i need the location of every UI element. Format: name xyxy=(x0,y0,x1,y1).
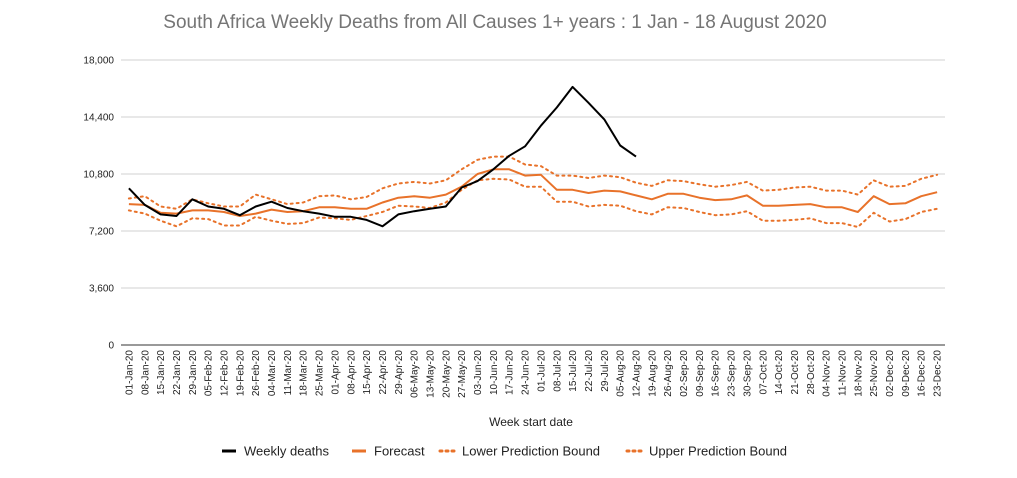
x-tick-label: 04-Mar-20 xyxy=(267,350,278,397)
x-tick-label: 14-Oct-20 xyxy=(774,350,785,395)
x-tick-label: 23-Dec-20 xyxy=(933,350,944,397)
y-tick-label: 18,000 xyxy=(83,56,114,67)
x-tick-label: 20-May-20 xyxy=(441,350,452,398)
x-tick-label: 17-Jun-20 xyxy=(505,350,516,395)
x-tick-label: 05-Feb-20 xyxy=(204,350,215,397)
legend-label-weekly-deaths: Weekly deaths xyxy=(244,444,330,459)
series-line-weekly-deaths xyxy=(128,85,637,228)
x-tick-label: 22-Jul-20 xyxy=(584,350,595,392)
x-tick-label: 02-Dec-20 xyxy=(885,350,896,397)
x-tick-label: 29-Apr-20 xyxy=(394,350,405,395)
x-tick-label: 27-May-20 xyxy=(457,350,468,398)
x-tick-label: 22-Apr-20 xyxy=(378,350,389,395)
legend: Weekly deaths Forecast Lower Prediction Bo… xyxy=(222,444,787,459)
x-tick-label: 23-Sep-20 xyxy=(727,350,738,397)
x-tick-label: 08-Jan-20 xyxy=(140,350,151,395)
x-tick-label: 02-Sep-20 xyxy=(679,350,690,397)
x-tick-label: 10-Jun-20 xyxy=(489,350,500,395)
x-tick-label: 19-Feb-20 xyxy=(235,350,246,397)
series-line-upper-prediction-bound xyxy=(127,155,939,210)
y-tick-label: 7,200 xyxy=(89,227,114,238)
gridlines xyxy=(121,59,945,346)
x-tick-label: 30-Sep-20 xyxy=(742,350,753,397)
x-tick-label: 19-Aug-20 xyxy=(647,350,658,397)
series-line-lower-prediction-bound xyxy=(127,177,939,228)
x-tick-label: 01-Jul-20 xyxy=(536,350,547,392)
x-tick-label: 07-Oct-20 xyxy=(758,350,769,395)
x-tick-label: 15-Jul-20 xyxy=(568,350,579,392)
y-tick-label: 3,600 xyxy=(89,284,114,295)
x-tick-label: 16-Sep-20 xyxy=(711,350,722,397)
x-tick-label: 15-Jan-20 xyxy=(156,350,167,395)
x-tick-label: 12-Aug-20 xyxy=(632,350,643,397)
x-tick-label: 26-Aug-20 xyxy=(663,350,674,397)
x-tick-label: 24-Jun-20 xyxy=(521,350,532,395)
x-tick-label: 06-May-20 xyxy=(410,350,421,398)
x-tick-label: 28-Oct-20 xyxy=(806,350,817,395)
x-tick-label: 08-Apr-20 xyxy=(346,350,357,395)
x-tick-label: 03-Jun-20 xyxy=(473,350,484,395)
chart-title: South Africa Weekly Deaths from All Caus… xyxy=(163,12,826,33)
y-tick-label: 10,800 xyxy=(83,170,114,181)
x-tick-label: 22-Jan-20 xyxy=(172,350,183,395)
x-tick-label: 29-Jul-20 xyxy=(600,350,611,392)
series-lines xyxy=(127,85,939,228)
x-tick-label: 13-May-20 xyxy=(426,350,437,398)
x-tick-label: 08-Jul-20 xyxy=(552,350,563,392)
x-tick-label: 01-Apr-20 xyxy=(330,350,341,395)
x-tick-label: 11-Mar-20 xyxy=(283,350,294,396)
x-tick-label: 25-Mar-20 xyxy=(315,350,326,397)
x-tick-label: 29-Jan-20 xyxy=(188,350,199,395)
x-tick-label: 09-Sep-20 xyxy=(695,350,706,397)
y-tick-label: 0 xyxy=(108,341,114,352)
x-tick-label: 11-Nov-20 xyxy=(838,350,849,396)
x-tick-label: 26-Feb-20 xyxy=(251,350,262,397)
y-tick-label: 14,400 xyxy=(83,113,114,124)
x-tick-label: 04-Nov-20 xyxy=(822,350,833,397)
x-axis-ticks: 01-Jan-20 08-Jan-20 15-Jan-20 22-Jan-20 29-J… xyxy=(124,350,943,398)
legend-label-forecast: Forecast xyxy=(374,444,425,459)
x-tick-label: 18-Mar-20 xyxy=(299,350,310,397)
x-tick-label: 12-Feb-20 xyxy=(220,350,231,397)
legend-label-lower-prediction-bound: Lower Prediction Bound xyxy=(462,444,600,459)
x-tick-label: 16-Dec-20 xyxy=(917,350,928,397)
x-tick-label: 21-Oct-20 xyxy=(790,350,801,395)
x-tick-label: 09-Dec-20 xyxy=(901,350,912,397)
legend-label-upper-prediction-bound: Upper Prediction Bound xyxy=(649,444,787,459)
x-tick-label: 18-Nov-20 xyxy=(853,350,864,397)
x-tick-label: 01-Jan-20 xyxy=(124,350,135,395)
x-axis-label: Week start date xyxy=(489,415,573,429)
x-tick-label: 25-Nov-20 xyxy=(869,350,880,397)
series-line-forecast xyxy=(128,168,938,217)
y-axis-ticks: 0 3,600 7,200 10,800 14,400 18,000 xyxy=(83,56,114,352)
x-tick-label: 15-Apr-20 xyxy=(362,350,373,395)
x-tick-label: 05-Aug-20 xyxy=(616,350,627,397)
